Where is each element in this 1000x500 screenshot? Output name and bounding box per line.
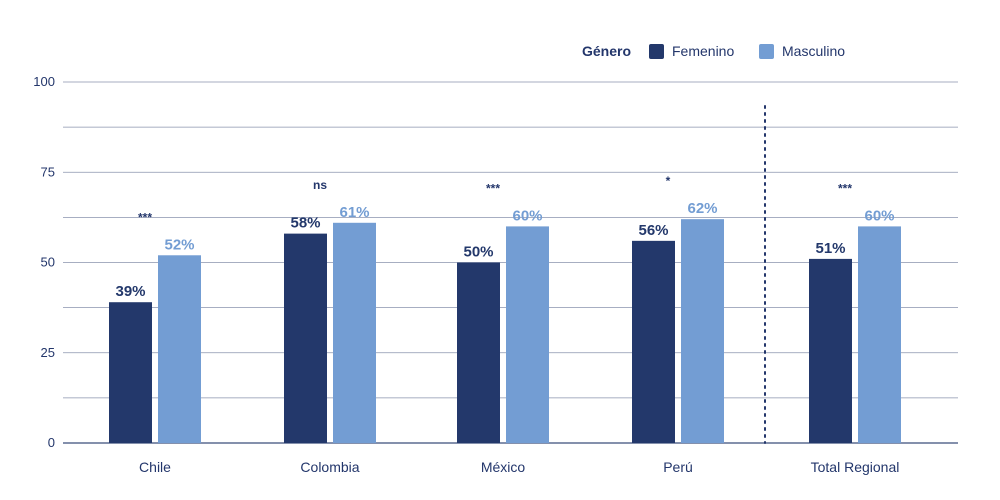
y-tick-label: 75 [41, 164, 55, 179]
significance-label: * [666, 174, 671, 188]
x-axis-label: Chile [139, 459, 171, 475]
bar-femenino-2 [284, 233, 327, 443]
x-axis-label: Colombia [300, 459, 359, 475]
legend-swatch-femenino [649, 44, 664, 59]
y-tick-label: 0 [48, 435, 55, 450]
data-labels: 39% 52% 58% 61% 50% 60% 56% 62% 51% 60% [115, 200, 894, 300]
significance-labels: ***ns ******* [138, 174, 852, 224]
data-label: 58% [290, 215, 320, 232]
bar-masculino-3 [506, 226, 549, 443]
bar-masculino-4 [681, 219, 724, 443]
x-axis-label: Perú [663, 459, 693, 475]
legend: Género Femenino Masculino [582, 43, 845, 59]
x-axis-label: México [481, 459, 526, 475]
data-label: 60% [512, 207, 542, 224]
x-axis-labels: Chile Colombia México Perú Total Regional [139, 459, 899, 475]
data-label: 56% [638, 222, 668, 239]
bar-femenino-5 [809, 258, 852, 443]
significance-label: *** [486, 181, 500, 195]
y-tick-label: 25 [41, 345, 55, 360]
bar-masculino-5 [858, 226, 901, 443]
data-label: 51% [815, 240, 845, 257]
bar-femenino-1 [109, 302, 152, 443]
bar-masculino-1 [158, 255, 201, 443]
data-label: 39% [115, 283, 145, 300]
data-label: 60% [864, 207, 894, 224]
y-axis-ticks: 0 25 50 75 100 [33, 74, 55, 450]
data-label: 61% [339, 204, 369, 221]
significance-label: ns [313, 178, 327, 192]
significance-label: *** [838, 181, 852, 195]
bar-masculino-2 [333, 222, 376, 443]
y-tick-label: 100 [33, 74, 55, 89]
data-label: 52% [164, 236, 194, 253]
data-label: 50% [463, 244, 493, 261]
significance-label: *** [138, 210, 152, 224]
bar-femenino-3 [457, 262, 500, 443]
y-tick-label: 50 [41, 255, 55, 270]
x-axis-label: Total Regional [811, 459, 900, 475]
bars [109, 219, 901, 443]
legend-label-masculino: Masculino [782, 43, 845, 59]
data-label: 62% [687, 200, 717, 217]
bar-femenino-4 [632, 240, 675, 443]
legend-swatch-masculino [759, 44, 774, 59]
legend-title: Género [582, 43, 631, 59]
legend-label-femenino: Femenino [672, 43, 734, 59]
